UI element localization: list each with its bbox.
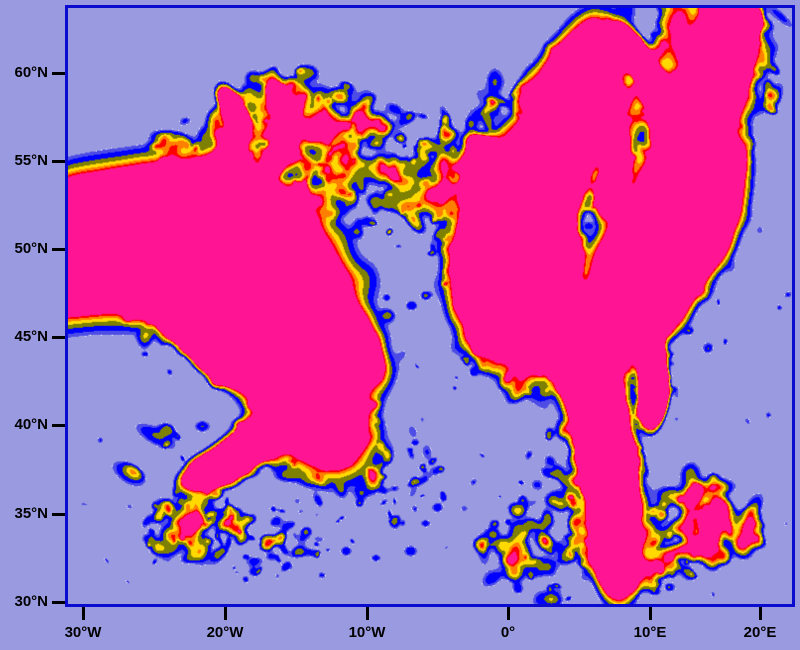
x-tick-mark (366, 607, 369, 620)
y-tick-mark (52, 513, 65, 516)
x-tick-label: 10°E (633, 624, 667, 641)
x-tick-label: 10°W (348, 624, 386, 641)
x-tick-label: 0° (500, 624, 516, 641)
y-tick-mark (52, 160, 65, 163)
y-tick-mark (52, 336, 65, 339)
y-tick-label: 50°N (14, 240, 48, 257)
x-tick-mark (649, 607, 652, 620)
y-tick-label: 60°N (14, 64, 48, 81)
x-tick-label: 30°W (64, 624, 102, 641)
y-tick-mark (52, 72, 65, 75)
x-tick-mark (507, 607, 510, 620)
map-plot-area[interactable] (65, 5, 795, 607)
x-tick-mark (82, 607, 85, 620)
x-tick-label: 20°E (743, 624, 777, 641)
y-tick-mark (52, 248, 65, 251)
y-tick-label: 35°N (14, 505, 48, 522)
x-tick-label: 20°W (206, 624, 244, 641)
y-tick-label: 45°N (14, 328, 48, 345)
y-tick-mark (52, 424, 65, 427)
contour-field-canvas (68, 8, 792, 604)
x-tick-mark (759, 607, 762, 620)
y-tick-label: 30°N (14, 593, 48, 610)
y-tick-label: 40°N (14, 416, 48, 433)
y-tick-label: 55°N (14, 152, 48, 169)
y-tick-mark (52, 601, 65, 604)
x-tick-mark (224, 607, 227, 620)
